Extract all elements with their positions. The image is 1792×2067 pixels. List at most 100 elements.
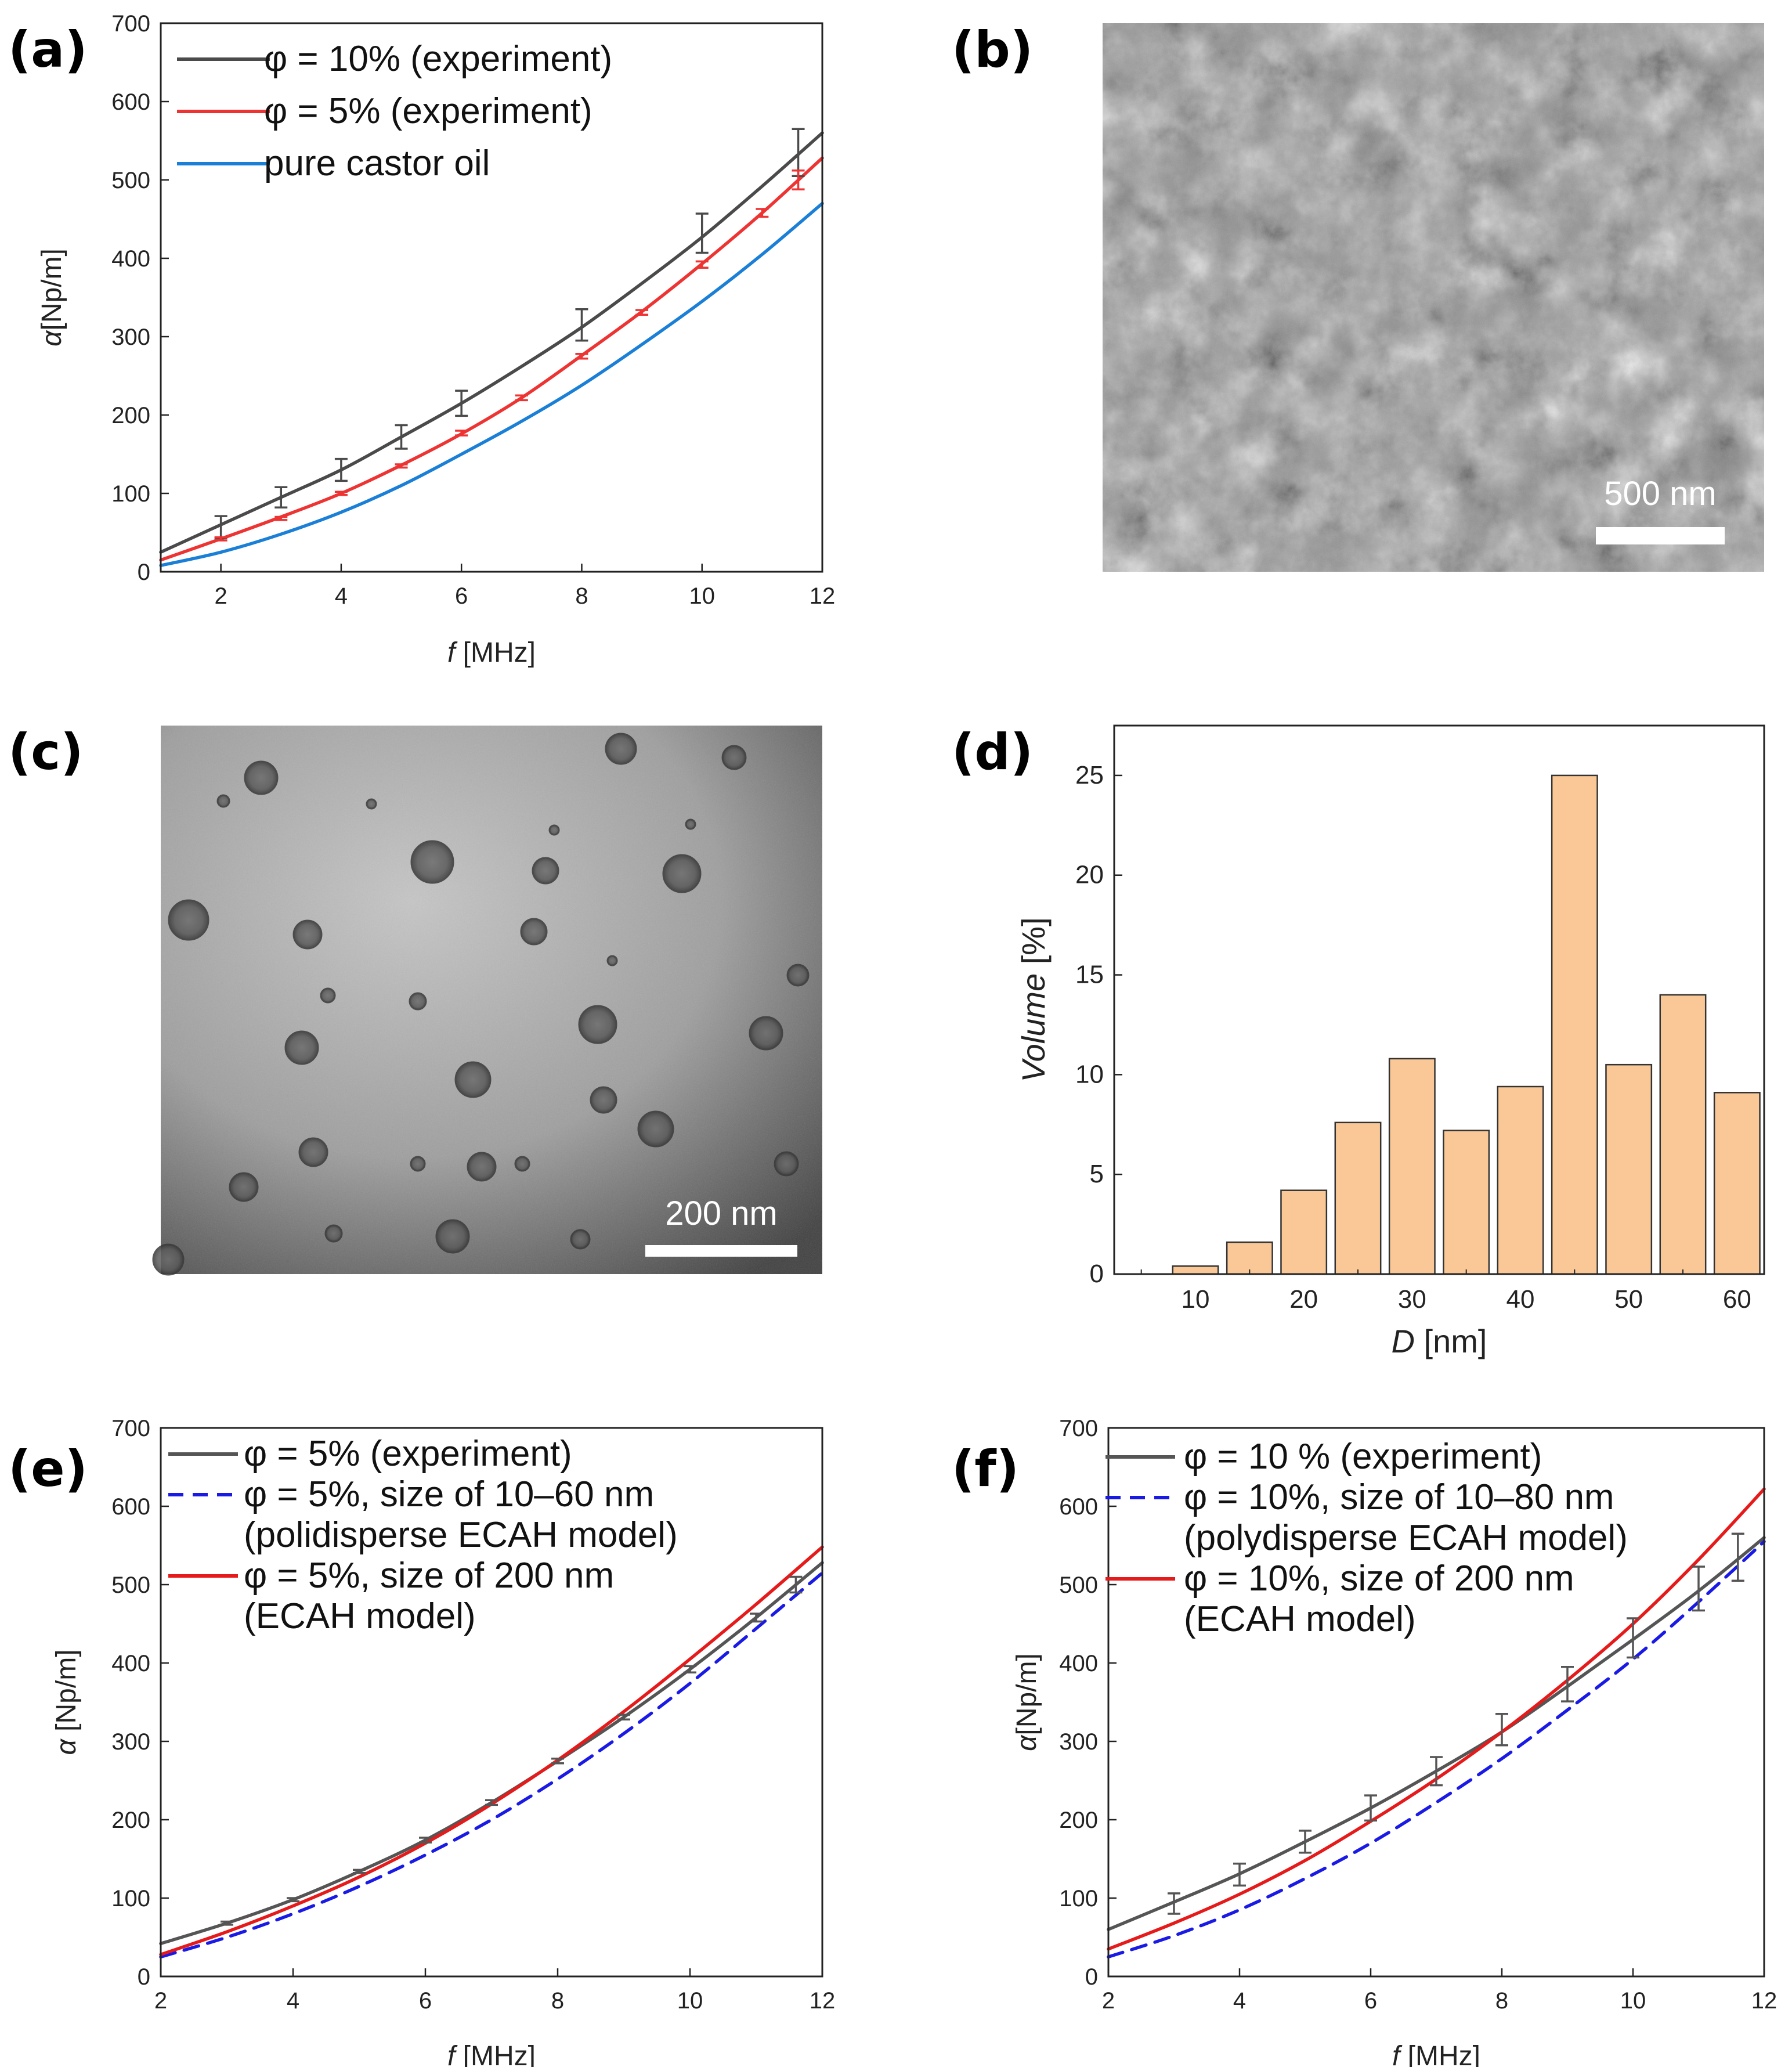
tem-particle [605,733,637,765]
y-axis-title-e-unit: [Np/m] [51,1649,82,1739]
panel-label-e: (e) [8,1440,88,1498]
series-e-1 [159,1571,824,1959]
errorbar-a-1-1 [274,515,288,521]
errorbar-f-0-5 [1495,1713,1508,1747]
errorbar-a-1-8 [695,260,709,269]
bar-25nm [1334,1121,1382,1275]
y-tick-label-f-1: 100 [1059,1886,1098,1911]
tem-particle [216,794,230,808]
tem-particle [548,824,560,836]
sem-scale-label: 500 nm [1604,475,1716,513]
y-tick-label-d-2: 10 [1075,1060,1104,1088]
tem-particle [606,955,618,966]
errorbar-a-1-3 [395,463,408,469]
x-tick-label-a-4: 10 [689,583,715,609]
errorbar-a-1-6 [575,352,588,360]
legend-label-a-1: φ = 5% (experiment) [264,91,592,131]
legend-label-f-1: φ = 10%, size of 10–80 nm [1184,1477,1614,1517]
tem-particle [284,1030,319,1065]
x-tick-label-f-3: 8 [1495,1988,1508,2014]
plot-frame-f [1107,1427,1765,1978]
x-tick-label-f-0: 2 [1102,1988,1115,2014]
errorbar-e-0-7 [684,1665,696,1673]
y-tick-label-e-2: 200 [111,1808,150,1833]
x-tick-label-d-4: 50 [1614,1285,1643,1314]
tem-particle [410,840,454,884]
tem-particle [514,1156,530,1172]
tem-scale-label: 200 nm [665,1195,777,1232]
x-tick-label-d-3: 40 [1506,1285,1535,1314]
tem-image: 200 nm [152,726,822,1276]
y-tick-label-d-5: 25 [1075,761,1104,789]
y-axis-title-a-symbol: α [37,330,67,347]
errorbar-a-0-2 [334,457,348,482]
errorbar-a-1-10 [792,169,805,190]
errorbar-f-0-9 [1731,1532,1744,1582]
x-axis-title-e-unit: [MHz] [455,2041,536,2067]
errorbar-e-0-2 [353,1868,366,1874]
x-axis-title-d-symbol: D [1392,1323,1415,1359]
bar-35nm [1443,1130,1490,1275]
tem-particle [721,745,747,770]
errorbar-a-1-5 [515,394,528,402]
x-tick-label-e-1: 4 [287,1988,299,2014]
x-tick-label-a-1: 4 [335,583,348,609]
x-tick-label-d-2: 30 [1398,1285,1426,1314]
y-tick-label-f-6: 600 [1059,1494,1098,1520]
errorbar-a-0-6 [695,212,709,254]
x-tick-label-d-5: 60 [1723,1285,1751,1314]
errorbar-e-0-3 [419,1837,432,1844]
y-axis-title-a: α[Np/m] [37,248,67,347]
legend-label-a-0: φ = 10% (experiment) [264,39,612,79]
chart-f: 2 4 6 8 10 12 0 100 200 300 400 500 600 700 f [MHz] α[N… [1011,1416,1777,2067]
x-axis-title-e: f [MHz] [447,2041,536,2067]
sem-image: 500 nm [1103,23,1764,572]
errorbar-a-0-5 [575,308,588,342]
errorbar-f-0-6 [1561,1666,1574,1702]
tem-particle [298,1137,328,1167]
tem-particle [324,1224,343,1243]
errorbar-e-0-1 [287,1897,299,1903]
tem-particle [435,1219,470,1254]
tem-particle [152,1243,185,1276]
errorbar-a-0-4 [455,389,468,417]
y-tick-label-e-5: 500 [111,1572,150,1598]
legend-f: φ = 10 % (experiment)φ = 10%, size of 10… [1105,1437,1628,1639]
tem-particle [244,760,279,795]
legend-a: φ = 10% (experiment) φ = 5% (experiment) p… [177,39,612,183]
tem-particle [410,1156,426,1172]
errorbar-e-0-4 [485,1799,498,1806]
legend-label-f-0: φ = 10 % (experiment) [1184,1437,1542,1477]
tem-particle [637,1110,674,1148]
errorbar-e-0-5 [551,1757,564,1765]
y-tick-label-d-4: 20 [1075,861,1104,889]
bar-15nm [1226,1241,1273,1275]
tem-particle [366,798,377,810]
x-tick-label-d-0: 10 [1182,1285,1210,1314]
y-tick-label-e-7: 700 [111,1416,150,1441]
x-axis-title-a-unit: [MHz] [455,637,536,668]
panel-label-d: (d) [952,723,1033,781]
errorbar-a-0-1 [274,486,288,509]
x-tick-label-e-4: 10 [677,1988,703,2014]
tem-particle [662,854,702,893]
y-tick-label-e-6: 600 [111,1494,150,1520]
x-tick-label-a-2: 6 [455,583,468,609]
x-tick-label-a-0: 2 [215,583,227,609]
series-f-1 [1107,1540,1766,1959]
errorbar-f-0-7 [1627,1617,1639,1659]
chart-a: 2 4 6 8 10 12 0 100 200 300 400 500 600 700 f [MHz] α[N… [37,11,835,668]
tem-particle [292,919,323,950]
legend-label-f-2: (polydisperse ECAH model) [1184,1518,1628,1558]
y-axis-title-f: α[Np/m] [1011,1653,1042,1751]
y-axis-title-d: Volume [%] [1015,917,1052,1082]
x-tick-label-a-3: 8 [575,583,588,609]
y-tick-label-a-3: 300 [111,324,150,350]
tem-particle [570,1229,591,1250]
y-tick-label-e-1: 100 [111,1886,150,1911]
legend-label-e-1: φ = 5%, size of 10–60 nm [244,1474,654,1514]
y-tick-label-a-6: 600 [111,89,150,115]
tem-particle [749,1016,783,1051]
sem-image-grain [1103,23,1764,572]
x-axis-title-d: D [nm] [1392,1323,1487,1359]
